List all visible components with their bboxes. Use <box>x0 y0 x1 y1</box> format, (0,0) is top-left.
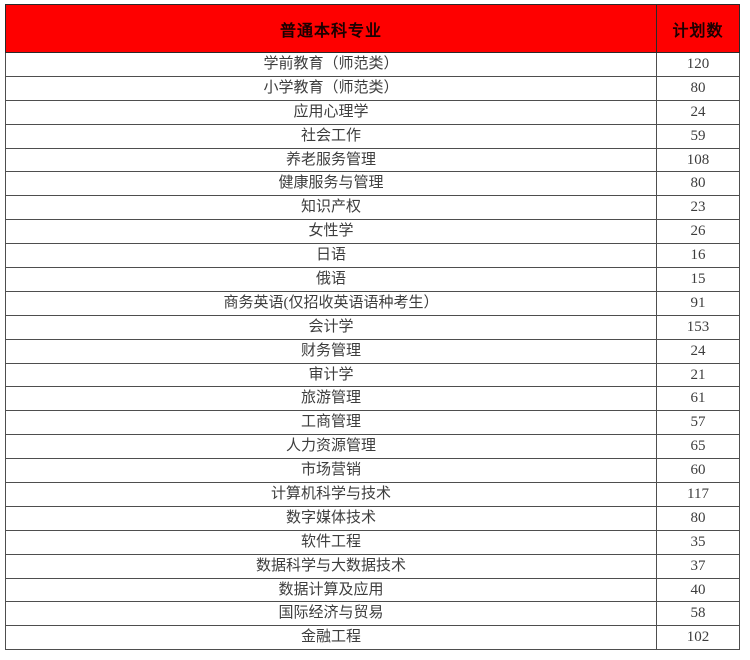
count-cell: 60 <box>656 458 740 484</box>
major-cell: 俄语 <box>5 267 657 292</box>
major-cell: 养老服务管理 <box>5 147 657 173</box>
table-row: 应用心理学 24 <box>5 99 740 125</box>
count-cell: 37 <box>656 553 740 579</box>
count-cell: 80 <box>656 505 740 531</box>
major-cell: 国际经济与贸易 <box>5 601 657 627</box>
admission-plan-table: 普通本科专业 计划数 学前教育（师范类） 120 小学教育（师范类） 80 应用心理学 2… <box>5 4 740 651</box>
table-row: 学前教育（师范类） 120 <box>5 52 740 77</box>
table-row: 日语 16 <box>5 243 740 269</box>
count-cell: 108 <box>656 147 740 173</box>
count-cell: 35 <box>656 529 740 555</box>
major-cell: 数据科学与大数据技术 <box>5 553 657 579</box>
count-cell: 91 <box>656 290 740 316</box>
count-cell: 57 <box>656 410 740 436</box>
count-cell: 16 <box>656 243 740 269</box>
major-cell: 健康服务与管理 <box>5 171 657 197</box>
count-cell: 80 <box>656 75 740 101</box>
count-cell: 40 <box>656 577 740 603</box>
table-row: 工商管理 57 <box>5 410 740 436</box>
table-row: 计算机科学与技术 117 <box>5 482 740 507</box>
major-cell: 市场营销 <box>5 458 657 484</box>
table-row: 人力资源管理 65 <box>5 434 740 460</box>
count-cell: 61 <box>656 386 740 412</box>
major-cell: 数据计算及应用 <box>5 577 657 603</box>
count-cell: 15 <box>656 267 740 292</box>
major-cell: 计算机科学与技术 <box>5 482 657 507</box>
table-row: 软件工程 35 <box>5 529 740 555</box>
major-cell: 会计学 <box>5 314 657 340</box>
table-row: 审计学 21 <box>5 362 740 388</box>
major-cell: 知识产权 <box>5 195 657 221</box>
count-cell: 26 <box>656 219 740 245</box>
table-row: 国际经济与贸易 58 <box>5 601 740 627</box>
major-cell: 商务英语(仅招收英语语种考生） <box>5 290 657 316</box>
major-cell: 工商管理 <box>5 410 657 436</box>
count-cell: 23 <box>656 195 740 221</box>
major-cell: 数字媒体技术 <box>5 505 657 531</box>
count-cell: 24 <box>656 338 740 364</box>
count-cell: 80 <box>656 171 740 197</box>
major-cell: 财务管理 <box>5 338 657 364</box>
table-row: 小学教育（师范类） 80 <box>5 75 740 101</box>
count-cell: 120 <box>656 52 740 77</box>
major-cell: 人力资源管理 <box>5 434 657 460</box>
major-cell: 学前教育（师范类） <box>5 52 657 77</box>
count-cell: 21 <box>656 362 740 388</box>
header-count-column: 计划数 <box>656 4 740 53</box>
major-cell: 旅游管理 <box>5 386 657 412</box>
table-row: 数据科学与大数据技术 37 <box>5 553 740 579</box>
count-cell: 24 <box>656 99 740 125</box>
count-cell: 102 <box>656 625 740 651</box>
major-cell: 金融工程 <box>5 625 657 651</box>
count-cell: 59 <box>656 123 740 149</box>
admission-plan-table-container: 普通本科专业 计划数 学前教育（师范类） 120 小学教育（师范类） 80 应用心理学 2… <box>5 4 740 651</box>
table-row: 金融工程 102 <box>5 625 740 651</box>
header-major-column: 普通本科专业 <box>5 4 657 53</box>
table-body: 学前教育（师范类） 120 小学教育（师范类） 80 应用心理学 24 社会工作 59 养老服务… <box>5 52 740 651</box>
count-cell: 58 <box>656 601 740 627</box>
table-row: 俄语 15 <box>5 267 740 292</box>
table-row: 女性学 26 <box>5 219 740 245</box>
table-row: 社会工作 59 <box>5 123 740 149</box>
major-cell: 社会工作 <box>5 123 657 149</box>
table-header-row: 普通本科专业 计划数 <box>5 4 740 53</box>
count-cell: 65 <box>656 434 740 460</box>
count-cell: 117 <box>656 482 740 507</box>
major-cell: 软件工程 <box>5 529 657 555</box>
table-row: 养老服务管理 108 <box>5 147 740 173</box>
table-row: 会计学 153 <box>5 314 740 340</box>
table-row: 市场营销 60 <box>5 458 740 484</box>
major-cell: 审计学 <box>5 362 657 388</box>
major-cell: 女性学 <box>5 219 657 245</box>
table-row: 财务管理 24 <box>5 338 740 364</box>
count-cell: 153 <box>656 314 740 340</box>
table-row: 商务英语(仅招收英语语种考生） 91 <box>5 290 740 316</box>
major-cell: 小学教育（师范类） <box>5 75 657 101</box>
table-row: 数字媒体技术 80 <box>5 505 740 531</box>
table-row: 数据计算及应用 40 <box>5 577 740 603</box>
table-row: 旅游管理 61 <box>5 386 740 412</box>
major-cell: 日语 <box>5 243 657 269</box>
major-cell: 应用心理学 <box>5 99 657 125</box>
table-row: 知识产权 23 <box>5 195 740 221</box>
table-row: 健康服务与管理 80 <box>5 171 740 197</box>
